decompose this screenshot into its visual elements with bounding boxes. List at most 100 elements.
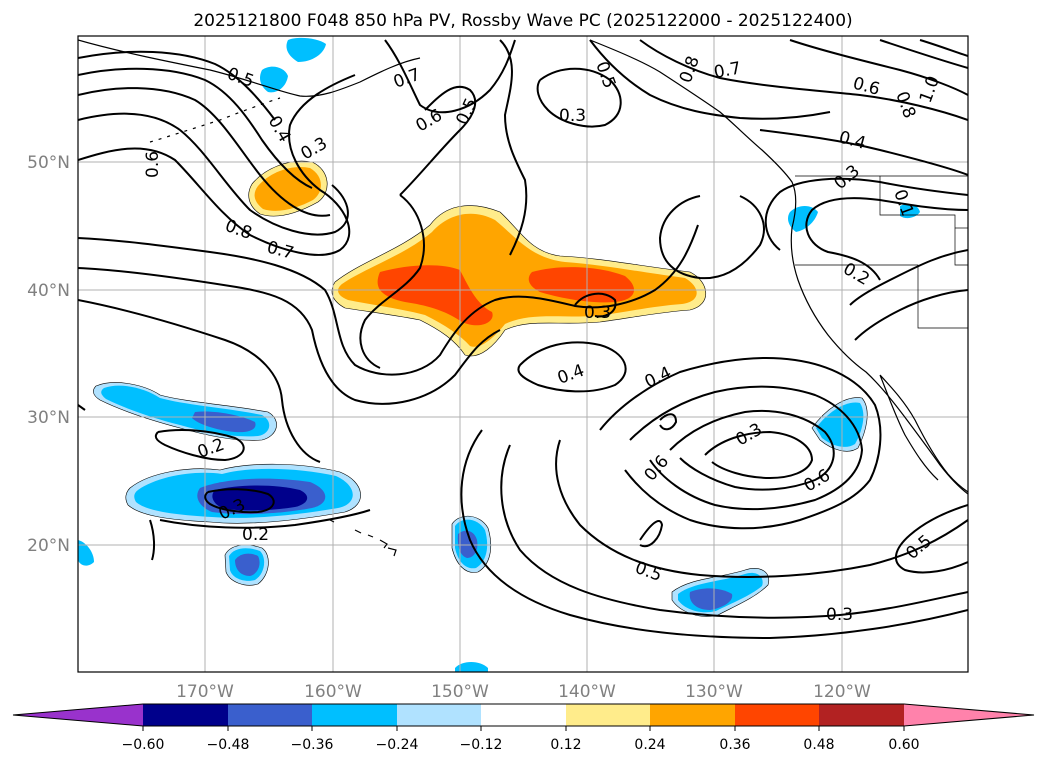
contour-label: 0.2 bbox=[242, 525, 269, 545]
fill-west-edge-cyan bbox=[78, 540, 94, 566]
contour-37 bbox=[639, 520, 664, 548]
contour-34 bbox=[154, 429, 245, 462]
contour-22 bbox=[658, 195, 765, 280]
contour-29 bbox=[555, 439, 968, 578]
contour-24 bbox=[854, 289, 968, 341]
fill-subtropic-navy bbox=[212, 485, 308, 511]
colorbar-segment-5 bbox=[481, 704, 566, 726]
colorbar: −0.60 −0.48 −0.36 −0.24 −0.12 0.12 0.24 … bbox=[12, 703, 1035, 753]
contour-16 bbox=[789, 39, 968, 96]
fill-orange-red-west bbox=[377, 265, 493, 326]
map-panel: 0.5 0.7 0.4 0.3 0.6 0.8 0.7 0.6 0.5 0.3 … bbox=[78, 36, 968, 672]
contour-8 bbox=[78, 299, 321, 463]
lon-label-150w: 150°W bbox=[431, 682, 489, 702]
positive-anomaly-fills bbox=[248, 161, 706, 356]
lat-label-40n: 40°N bbox=[27, 281, 70, 301]
contour-36 bbox=[149, 509, 371, 561]
contour-4 bbox=[78, 67, 313, 189]
colorbar-tick-label: 0.36 bbox=[719, 737, 750, 753]
contour-7 bbox=[78, 267, 501, 405]
contour-39 bbox=[574, 292, 617, 318]
contour-23 bbox=[849, 249, 968, 306]
colorbar-tick-label: −0.48 bbox=[207, 737, 250, 753]
contour-33 bbox=[517, 341, 627, 393]
hawaii-islands bbox=[329, 519, 397, 557]
contour-28 bbox=[704, 430, 814, 480]
fill-orange-red-east bbox=[528, 267, 635, 303]
fill-hawaii-blue bbox=[457, 530, 478, 558]
colorbar-tick-label: 0.60 bbox=[888, 737, 919, 753]
contour-12 bbox=[499, 39, 528, 256]
colorbar-segment-3 bbox=[312, 704, 397, 726]
contour-17 bbox=[879, 39, 968, 69]
contour-13 bbox=[536, 67, 622, 128]
colorbar-tick-label: 0.12 bbox=[550, 737, 581, 753]
colorbar-tick-label: −0.12 bbox=[460, 737, 503, 753]
map-title: 2025121800 F048 850 hPa PV, Rossby Wave … bbox=[193, 11, 852, 31]
contour-label: 0.3 bbox=[559, 106, 586, 126]
lon-label-140w: 140°W bbox=[558, 682, 616, 702]
contour-27 bbox=[669, 409, 835, 491]
colorbar-segment-9 bbox=[819, 704, 904, 726]
pv-contours bbox=[78, 39, 968, 640]
colorbar-ticks bbox=[142, 726, 905, 731]
colorbar-segment-1 bbox=[143, 704, 228, 726]
contour-40 bbox=[78, 404, 86, 411]
contour-25 bbox=[599, 357, 882, 530]
colorbar-tick-label: −0.36 bbox=[291, 737, 334, 753]
contour-18 bbox=[919, 39, 968, 57]
negative-anomaly-fills bbox=[78, 37, 920, 672]
contour-label: 0.7 bbox=[712, 59, 742, 83]
colorbar-segment-7 bbox=[650, 704, 735, 726]
longitude-labels: 170°W 160°W 150°W 140°W 130°W 120°W bbox=[176, 682, 871, 702]
lon-label-170w: 170°W bbox=[176, 682, 234, 702]
contour-6 bbox=[78, 224, 699, 376]
colorbar-min-extension bbox=[13, 704, 143, 726]
contour-32 bbox=[895, 504, 968, 574]
contour-5 bbox=[78, 50, 276, 121]
alaska-coast bbox=[78, 39, 421, 97]
contour-20 bbox=[805, 197, 968, 281]
contour-35 bbox=[204, 488, 275, 514]
colorbar-tick-label: −0.60 bbox=[122, 737, 165, 753]
fill-south-small-blue bbox=[235, 553, 260, 576]
baja-peninsula bbox=[879, 374, 968, 493]
contour-26 bbox=[629, 385, 864, 511]
contour-14 bbox=[589, 39, 831, 120]
colorbar-max-extension bbox=[904, 704, 1034, 726]
colorbar-tick-label: 0.48 bbox=[803, 737, 834, 753]
fill-rockies-cyan bbox=[900, 204, 920, 219]
latitude-labels: 50°N 40°N 30°N 20°N bbox=[27, 153, 70, 556]
fill-edge-outlines bbox=[93, 160, 868, 617]
fill-alaska-cyan-2 bbox=[260, 66, 288, 93]
contour-30 bbox=[500, 444, 968, 619]
contour-15 bbox=[639, 39, 968, 121]
contour-2 bbox=[78, 112, 349, 236]
contour-label: 0.3 bbox=[826, 605, 853, 625]
fill-bottom-cyan bbox=[455, 662, 488, 672]
contour-31 bbox=[460, 429, 968, 640]
map-frame bbox=[77, 35, 969, 673]
fill-orange bbox=[338, 213, 697, 347]
fill-alaska-orange bbox=[254, 166, 321, 211]
fill-east-pac-blue bbox=[689, 588, 733, 610]
contour-label: 0.6 bbox=[143, 151, 163, 178]
contour-3 bbox=[78, 87, 331, 217]
lat-label-20n: 20°N bbox=[27, 536, 70, 556]
lat-label-30n: 30°N bbox=[27, 408, 70, 428]
contour-38 bbox=[659, 413, 678, 431]
colorbar-tick-label: −0.24 bbox=[376, 737, 419, 753]
political-borders bbox=[795, 175, 968, 329]
contour-19 bbox=[759, 129, 968, 176]
fill-alaska-cyan-1 bbox=[286, 37, 326, 62]
graticule bbox=[78, 36, 968, 672]
coastlines bbox=[78, 39, 968, 557]
lon-label-160w: 160°W bbox=[304, 682, 362, 702]
contour-11 bbox=[384, 39, 516, 114]
colorbar-tick-label: 0.24 bbox=[634, 737, 665, 753]
colorbar-segment-2 bbox=[228, 704, 312, 726]
contour-label: 0.3 bbox=[584, 303, 611, 323]
contour-9 bbox=[399, 85, 477, 196]
colorbar-segment-6 bbox=[566, 704, 650, 726]
north-america-coast bbox=[589, 39, 968, 495]
